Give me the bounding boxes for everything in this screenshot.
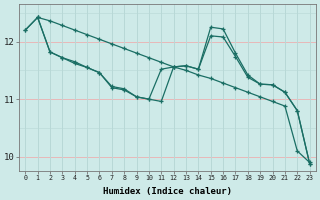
X-axis label: Humidex (Indice chaleur): Humidex (Indice chaleur) [103,187,232,196]
